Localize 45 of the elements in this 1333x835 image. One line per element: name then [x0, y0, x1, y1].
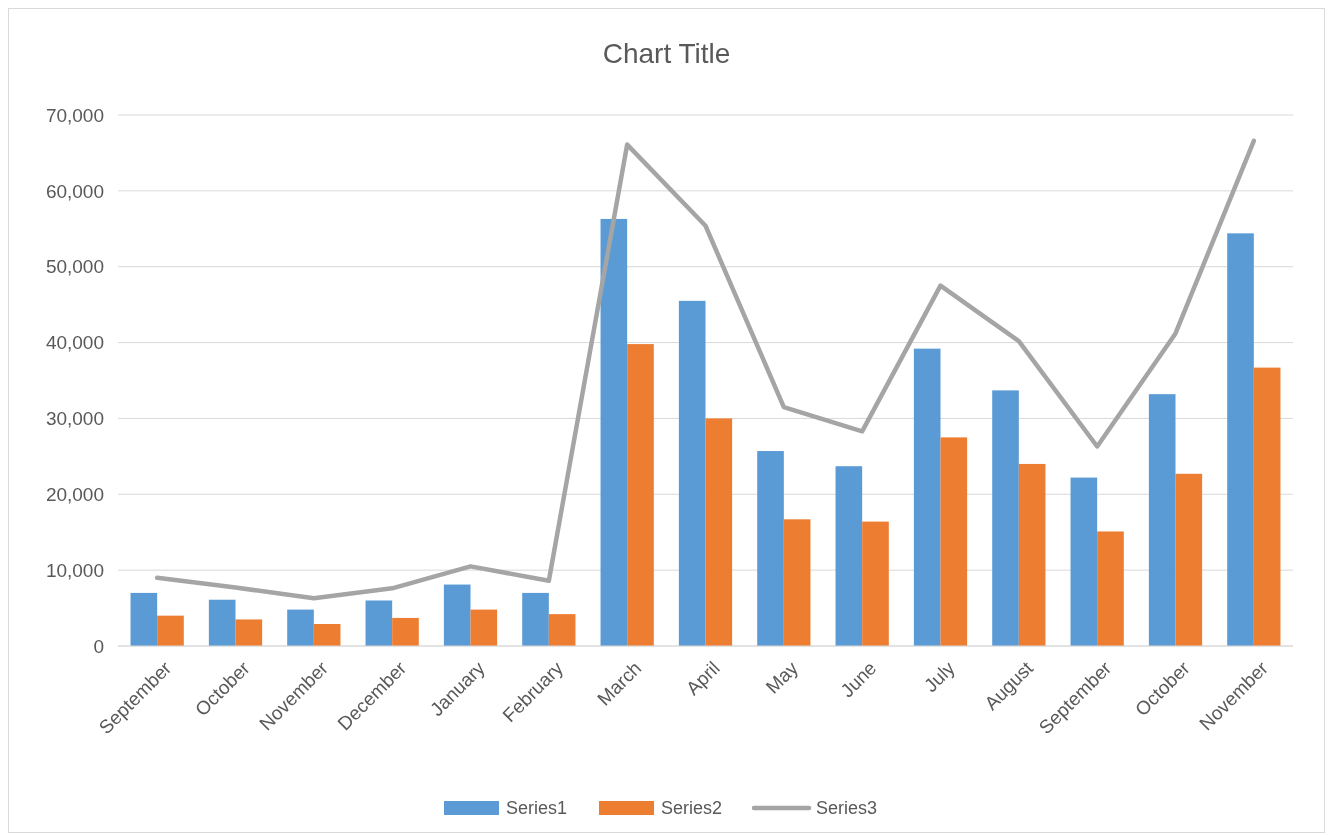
legend-label: Series3	[816, 798, 878, 819]
bar	[313, 624, 341, 646]
bar	[940, 437, 968, 646]
bar	[1148, 394, 1176, 646]
bar	[287, 609, 314, 646]
chart-title: Chart Title	[602, 38, 731, 69]
bar	[757, 451, 784, 646]
bar	[548, 614, 576, 646]
bar	[470, 609, 498, 646]
bar	[835, 466, 863, 646]
bar	[600, 218, 628, 646]
bar	[783, 519, 811, 646]
bar	[913, 348, 941, 646]
bar	[1018, 463, 1046, 646]
bar	[130, 592, 158, 646]
bar	[1070, 477, 1098, 646]
bar	[235, 619, 263, 646]
line-series	[154, 138, 1257, 601]
y-tick-label: 60,000	[45, 180, 104, 202]
x-tick-label: July	[919, 657, 960, 697]
y-tick-label: 20,000	[45, 483, 104, 505]
bar	[208, 599, 236, 646]
y-tick-label: 0	[93, 635, 104, 657]
bar	[678, 300, 706, 646]
bar	[1227, 233, 1254, 646]
bar	[1253, 367, 1281, 646]
legend-label: Series1	[506, 798, 568, 819]
y-tick-label: 50,000	[45, 256, 104, 278]
bar	[443, 584, 471, 646]
bar	[862, 521, 889, 646]
y-tick-label: 70,000	[45, 104, 104, 126]
bar	[705, 418, 733, 646]
bar	[1175, 473, 1203, 646]
y-tick-label: 10,000	[45, 559, 104, 581]
y-tick-label: 30,000	[45, 408, 104, 430]
x-tick-label: May	[761, 657, 803, 698]
bar	[627, 344, 654, 646]
bar	[392, 617, 419, 646]
bar	[365, 600, 393, 646]
bar	[157, 615, 184, 646]
bar	[992, 390, 1019, 646]
bar	[522, 592, 549, 646]
legend-label: Series2	[661, 798, 723, 819]
bar	[1097, 531, 1124, 646]
y-tick-label: 40,000	[45, 332, 104, 354]
